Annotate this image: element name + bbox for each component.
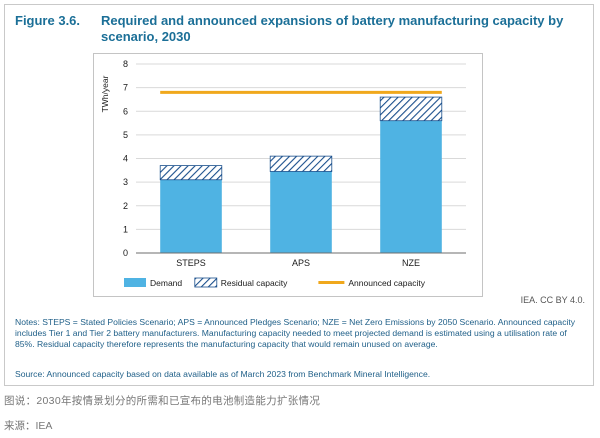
legend-swatch: [124, 278, 146, 287]
y-tick-label: 6: [123, 106, 128, 116]
bar-residual-capacity: [269, 155, 333, 172]
legend: Demand Residual capacity Announced capacit…: [124, 277, 426, 288]
chart-frame: 0 1 2 3 4 5 6 7 8 STEPS APS NZE Demand Residual cap…: [93, 53, 483, 297]
y-tick-label: 4: [123, 154, 128, 164]
figure-label: Figure 3.6.: [15, 13, 81, 28]
y-tick-label: 1: [123, 224, 128, 234]
x-tick-label: NZE: [402, 258, 420, 268]
notes-text: Notes: STEPS = Stated Policies Scenario;…: [15, 317, 576, 349]
bar-demand: [380, 120, 442, 253]
bar-residual-capacity: [159, 165, 223, 181]
figure-panel: Figure 3.6. Required and announced expan…: [4, 4, 594, 386]
figure-title: Required and announced expansions of bat…: [101, 13, 564, 44]
y-tick-label: 5: [123, 130, 128, 140]
y-tick-label: 3: [123, 177, 128, 187]
bar-chart: 0 1 2 3 4 5 6 7 8 STEPS APS NZE Demand Residual cap…: [100, 59, 466, 288]
bar-demand: [270, 171, 332, 253]
credit-label: IEA. CC BY 4.0.: [520, 295, 585, 305]
image-source: 来源：IEA: [4, 420, 53, 432]
bar-demand: [160, 179, 222, 253]
y-axis-ticks: 0 1 2 3 4 5 6 7 8: [123, 59, 128, 258]
legend-label: Demand: [150, 278, 182, 288]
y-axis-label: TWh/year: [100, 75, 110, 112]
bars: [159, 96, 443, 253]
legend-label: Residual capacity: [221, 278, 288, 288]
y-tick-label: 8: [123, 59, 128, 69]
source-text: Source: Announced capacity based on data…: [15, 369, 431, 379]
legend-swatch: [194, 277, 218, 288]
y-tick-label: 7: [123, 83, 128, 93]
y-tick-label: 0: [123, 248, 128, 258]
legend-label: Announced capacity: [348, 278, 425, 288]
y-tick-label: 2: [123, 201, 128, 211]
x-tick-label: APS: [292, 258, 310, 268]
bar-residual-capacity: [379, 96, 443, 122]
x-axis-ticks: STEPS APS NZE: [176, 258, 420, 268]
image-caption: 图说：2030年按情景划分的所需和已宣布的电池制造能力扩张情况: [4, 395, 321, 407]
figure-header: Figure 3.6. Required and announced expan…: [15, 13, 583, 53]
x-tick-label: STEPS: [176, 258, 206, 268]
